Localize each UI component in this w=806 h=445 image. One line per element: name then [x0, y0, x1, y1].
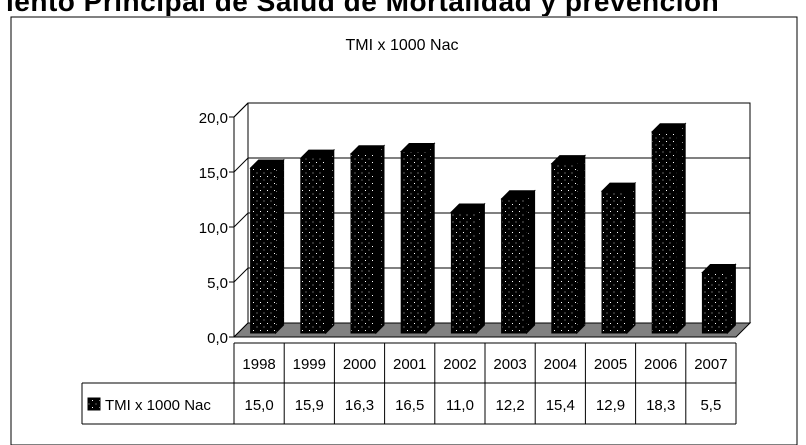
bar-front [300, 157, 327, 334]
data-label: 15,9 [295, 397, 324, 414]
data-label: 15,4 [546, 397, 575, 414]
x-tick-label: 2001 [393, 356, 426, 373]
legend-label: TMI x 1000 Nac [105, 397, 211, 414]
x-tick-label: 1999 [293, 356, 326, 373]
data-label: 11,0 [446, 397, 474, 414]
bar [650, 122, 687, 335]
y-tick-label: 5,0 [207, 275, 228, 292]
data-label: 12,9 [596, 397, 625, 414]
bar [550, 154, 587, 335]
y-tick-label: 0,0 [207, 330, 228, 347]
bar-front [651, 131, 678, 334]
page-heading-partial: iento Principal de Salud de Mortalidad y… [0, 0, 806, 16]
x-tick-label: 2004 [544, 356, 577, 373]
y-tick-label: 15,0 [199, 165, 228, 182]
page-heading-text: iento Principal de Salud de Mortalidad y… [6, 0, 720, 16]
bar-side [475, 202, 485, 335]
bar-side [425, 142, 435, 335]
bar-side [275, 158, 285, 335]
bar-front [601, 190, 628, 334]
x-tick-label: 2007 [694, 356, 727, 373]
data-table: 1998 1999 2000 2001 2002 2003 2004 2005 2006 2007… [81, 342, 737, 425]
bar [450, 202, 486, 335]
bar-side [726, 263, 736, 335]
legend-swatch [87, 397, 101, 411]
gridline-side [233, 212, 249, 228]
gridline-side [233, 157, 249, 173]
bar-front [400, 151, 427, 334]
bar [299, 148, 336, 335]
bar [399, 142, 436, 335]
bar-side [576, 154, 586, 335]
x-tick-label: 1998 [242, 356, 275, 373]
bar [701, 263, 737, 335]
chart-title: TMI x 1000 Nac [346, 37, 459, 54]
gridline-side [233, 267, 249, 283]
bar-front [450, 211, 477, 334]
bar [600, 181, 637, 335]
bar [249, 158, 285, 335]
data-label: 18,3 [646, 397, 675, 414]
x-tick-label: 2005 [594, 356, 627, 373]
y-tick-label: 20,0 [199, 110, 228, 127]
data-label: 5,5 [700, 397, 721, 414]
bar-side [375, 144, 385, 335]
data-label: 16,5 [395, 397, 424, 414]
x-tick-label: 2000 [343, 356, 376, 373]
data-label: 12,2 [495, 397, 524, 414]
bar-side [526, 189, 536, 335]
bar-side [325, 148, 335, 335]
data-label: 15,0 [244, 397, 273, 414]
bar [349, 144, 386, 335]
bar [500, 189, 536, 335]
data-label: 16,3 [345, 397, 374, 414]
plot-area: 0,0 5,0 10,0 15,0 20,0 [199, 102, 752, 347]
gridline-side [233, 102, 249, 118]
bar-front [551, 163, 578, 334]
bar-front [501, 198, 528, 334]
bar-front [250, 167, 277, 334]
y-tick-label: 10,0 [199, 220, 228, 237]
x-tick-label: 2002 [443, 356, 476, 373]
bar-side [626, 181, 636, 335]
bar-front [701, 272, 728, 334]
bar-side [676, 122, 686, 335]
bar-front [350, 153, 377, 334]
x-tick-label: 2003 [493, 356, 526, 373]
x-tick-label: 2006 [644, 356, 677, 373]
